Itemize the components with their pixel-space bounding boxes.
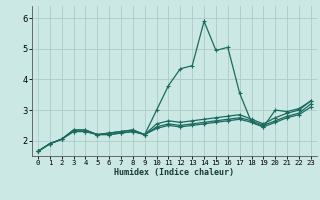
X-axis label: Humidex (Indice chaleur): Humidex (Indice chaleur) [115,168,234,177]
